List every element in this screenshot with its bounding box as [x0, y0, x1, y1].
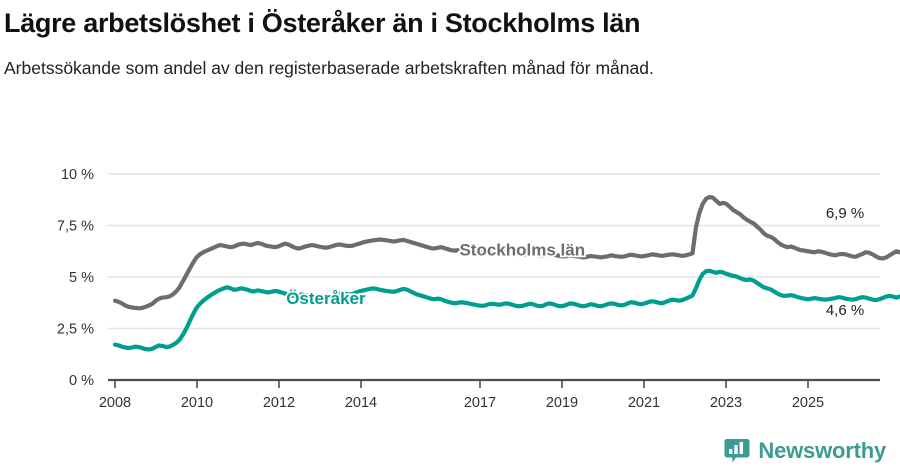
footer-branding: Newsworthy	[724, 438, 886, 464]
bar-chart-bubble-icon	[724, 438, 750, 464]
x-axis-tick-label: 2012	[263, 395, 295, 411]
y-axis-tick-label: 7,5 %	[57, 219, 94, 235]
y-axis-tick-label: 5 %	[69, 270, 94, 286]
y-axis-tick-label: 2,5 %	[57, 322, 94, 338]
x-axis-tick-label: 2021	[628, 395, 660, 411]
x-axis-tick-label: 2025	[792, 395, 824, 411]
chart-subtitle: Arbetssökande som andel av den registerb…	[4, 58, 654, 79]
y-axis-tick-label: 10 %	[61, 167, 94, 183]
series-label-stockholm: Stockholms län	[459, 240, 585, 259]
x-axis-tick-label: 2010	[181, 395, 213, 411]
x-axis-tick-label: 2017	[464, 395, 496, 411]
series-line-stockholm	[112, 194, 900, 311]
end-value-label-osteraker: 4,6 %	[826, 302, 864, 319]
end-value-label-stockholm: 6,9 %	[826, 205, 864, 222]
x-axis-tick-label: 2023	[710, 395, 742, 411]
chart-header: Lägre arbetslöshet i Österåker än i Stoc…	[0, 0, 900, 81]
y-axis-tick-label: 0 %	[69, 373, 94, 389]
series-line-osteraker	[112, 268, 900, 352]
brand-name: Newsworthy	[758, 438, 886, 463]
x-axis-tick-label: 2008	[99, 395, 131, 411]
page-title: Lägre arbetslöshet i Österåker än i Stoc…	[4, 8, 641, 38]
series-label-osteraker: Österåker	[286, 289, 366, 308]
x-axis-tick-label: 2014	[345, 395, 377, 411]
x-axis-tick-label: 2019	[546, 395, 578, 411]
